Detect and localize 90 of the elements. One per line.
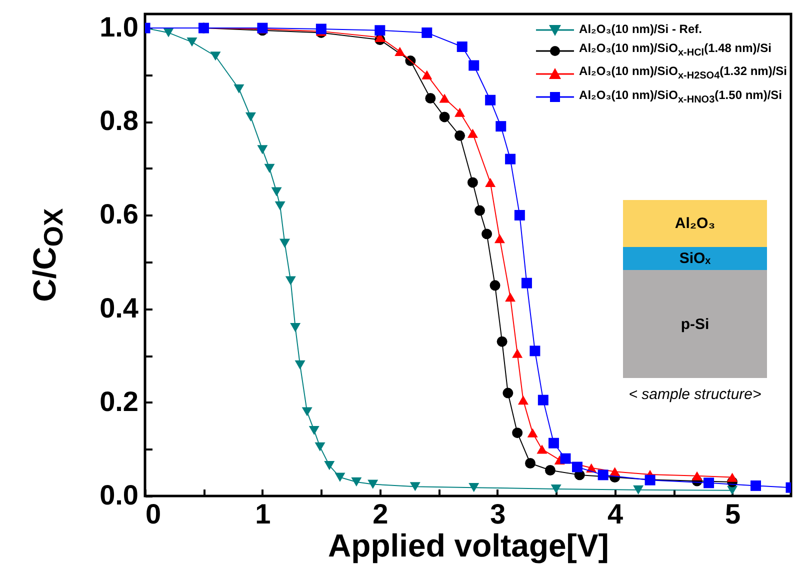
point [468,483,480,492]
point [536,444,548,454]
point [210,52,221,61]
point [485,178,496,188]
x-tick-label: 0 [146,498,162,530]
x-tick-label: 4 [608,498,624,530]
layer-stack-diagram: Al₂O₃ SiOₓ p-Si [623,200,767,378]
point [550,484,562,494]
point [505,154,516,164]
point [750,480,762,491]
point [334,472,346,482]
point [692,471,702,480]
point [485,94,496,106]
point [234,84,244,94]
point [525,458,536,468]
point [456,42,468,52]
point [308,426,320,436]
point [245,112,256,122]
point [521,278,532,288]
x-axis-title: Applied voltage[V] [328,528,609,564]
y-tick-label: 0.6 [100,198,138,230]
point [454,108,466,117]
point [633,485,644,494]
point [544,465,556,476]
point [454,130,466,141]
point [351,477,362,486]
point [439,94,450,103]
point [280,238,290,248]
annotation: < sample structure> [628,386,762,403]
point [294,360,306,370]
point [494,234,505,244]
point [482,228,492,240]
point [512,428,523,438]
point [610,467,620,476]
point [290,322,301,332]
point [560,453,571,464]
point [425,93,436,104]
point [496,121,506,132]
point [285,276,296,286]
x-tick-label: 1 [255,498,271,530]
y-tick-label: 0.2 [100,386,138,417]
point [324,461,335,470]
point [422,70,432,80]
point [274,201,286,210]
point [518,396,528,405]
legend-label: Al₂O₃(10 nm)/Si - Ref. [579,21,702,38]
point [704,478,714,488]
point [468,60,480,71]
point [530,346,540,356]
point [394,46,406,56]
point [467,128,478,138]
point [422,27,432,38]
annotation: p-Si [623,270,767,378]
point [548,438,559,448]
point [538,394,548,406]
point [368,480,378,489]
point [271,187,282,196]
legend-label: Al₂O₃(10 nm)/SiO$_{x-H2SO4}$(1.32 nm)/Si [579,63,787,84]
point [264,164,275,173]
point [314,442,326,452]
point [514,210,525,220]
point [496,336,508,347]
point [474,205,485,216]
point [374,25,386,36]
point [410,482,420,492]
point [512,348,523,358]
annotation: Al₂O₃ [623,200,767,247]
point [505,292,516,302]
y-tick-label: 0.0 [100,480,138,510]
point [572,462,582,472]
point [186,38,198,47]
legend-label: Al₂O₃(10 nm)/SiO$_{x-HNO3}$(1.50 nm)/Si [579,86,782,108]
point [598,470,608,480]
y-tick-label: 0.8 [100,105,138,136]
point [727,472,738,482]
point [502,388,514,398]
point [527,428,538,438]
point [467,177,478,188]
y-tick-label: 1.0 [100,12,138,43]
point [302,407,312,416]
point [490,280,500,291]
point [439,112,450,122]
x-tick-label: 2 [372,498,388,530]
point [316,24,326,34]
x-tick-label: 3 [490,498,506,530]
annotation: SiOₓ [623,247,767,270]
legend-label: Al₂O₃(10 nm)/SiO$_{x-HCl}$(1.48 nm)/Si [579,40,772,60]
y-tick-label: 0.4 [100,292,139,324]
point [257,145,268,154]
x-tick-label: 5 [724,498,741,530]
